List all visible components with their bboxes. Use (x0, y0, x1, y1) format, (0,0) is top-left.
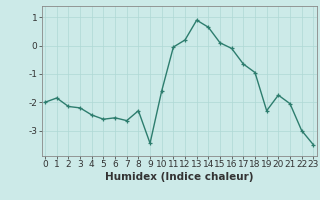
X-axis label: Humidex (Indice chaleur): Humidex (Indice chaleur) (105, 172, 253, 182)
